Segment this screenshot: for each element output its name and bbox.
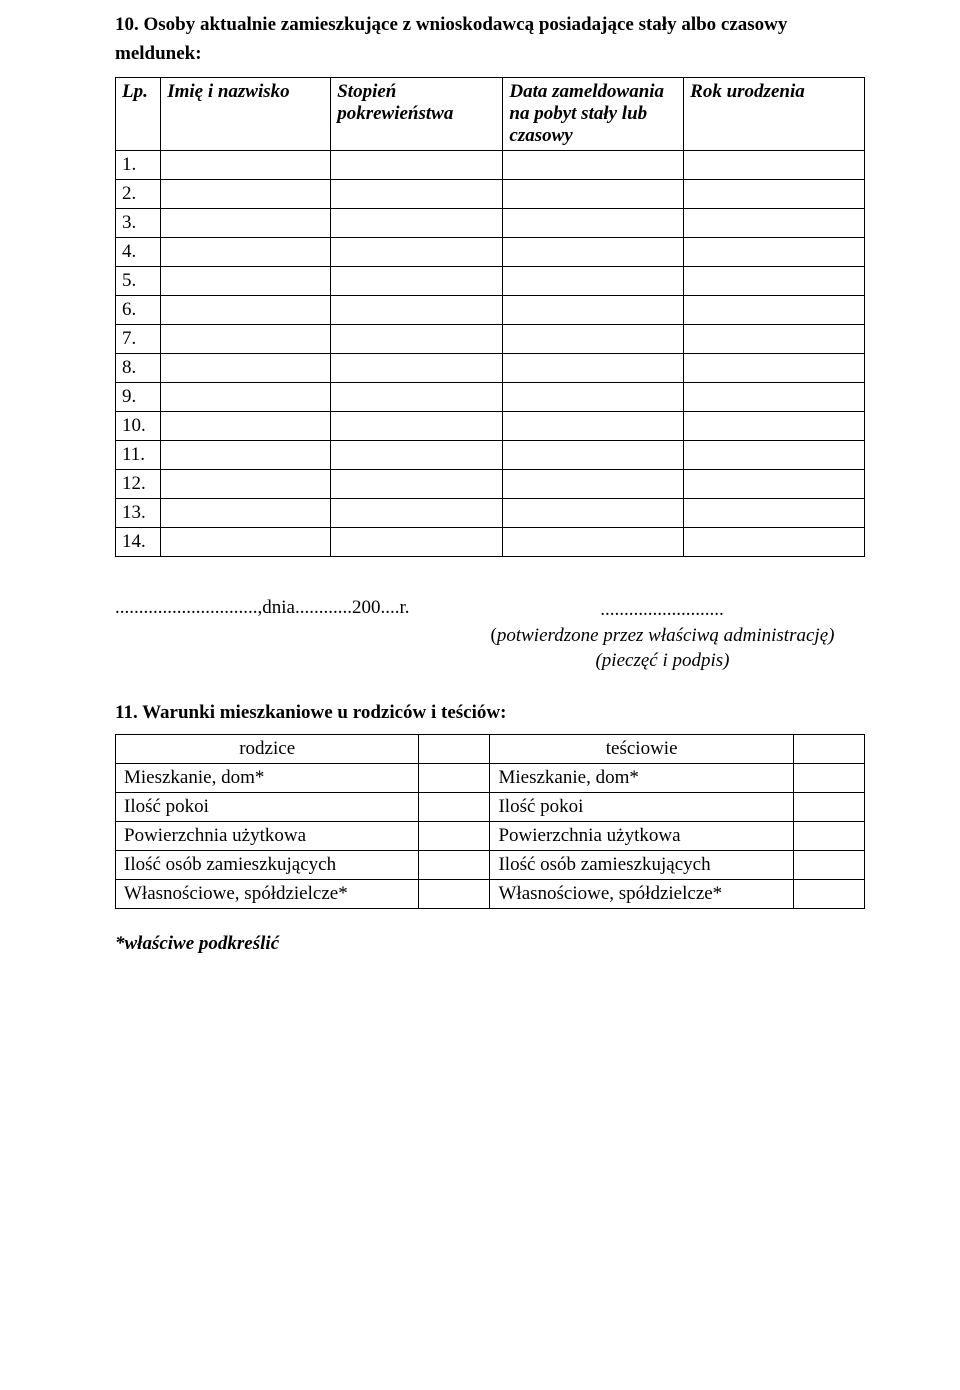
cell-lp: 5. bbox=[116, 266, 161, 295]
cell-lp: 6. bbox=[116, 295, 161, 324]
value-persons-inlaws[interactable] bbox=[793, 850, 864, 879]
table-row: Własnościowe, spółdzielcze* Własnościowe… bbox=[116, 879, 865, 908]
table-row: 13. bbox=[116, 498, 865, 527]
residents-table: Lp. Imię i nazwisko Stopień pokrewieństw… bbox=[115, 77, 865, 557]
cell-lp: 13. bbox=[116, 498, 161, 527]
label-ownership-inlaws: Własnościowe, spółdzielcze* bbox=[490, 879, 793, 908]
value-ownership-inlaws[interactable] bbox=[793, 879, 864, 908]
header-parents: rodzice bbox=[116, 734, 419, 763]
value-rooms-parents[interactable] bbox=[419, 792, 490, 821]
confirmation-line-2: (pieczęć i podpis) bbox=[595, 650, 729, 671]
value-rooms-inlaws[interactable] bbox=[793, 792, 864, 821]
value-area-parents[interactable] bbox=[419, 821, 490, 850]
table-header-row: Lp. Imię i nazwisko Stopień pokrewieństw… bbox=[116, 77, 865, 150]
label-area-inlaws: Powierzchnia użytkowa bbox=[490, 821, 793, 850]
section-11-heading: 11. Warunki mieszkaniowe u rodziców i te… bbox=[115, 702, 865, 724]
housing-table: rodzice teściowie Mieszkanie, dom* Miesz… bbox=[115, 734, 865, 909]
value-ownership-parents[interactable] bbox=[419, 879, 490, 908]
table-row: 7. bbox=[116, 324, 865, 353]
cell-relation[interactable] bbox=[331, 150, 503, 179]
table-row: 11. bbox=[116, 440, 865, 469]
confirmation-block: .......................... ((potwierdzon… bbox=[460, 597, 865, 674]
page-container: 10. Osoby aktualnie zamieszkujące z wnio… bbox=[0, 0, 960, 1014]
header-inlaws-value bbox=[793, 734, 864, 763]
cell-lp: 12. bbox=[116, 469, 161, 498]
table-row: 9. bbox=[116, 382, 865, 411]
table-row: Ilość osób zamieszkujących Ilość osób za… bbox=[116, 850, 865, 879]
header-lp: Lp. bbox=[116, 77, 161, 150]
label-dwelling-parents: Mieszkanie, dom* bbox=[116, 763, 419, 792]
cell-lp: 14. bbox=[116, 527, 161, 556]
label-rooms-parents: Ilość pokoi bbox=[116, 792, 419, 821]
value-persons-parents[interactable] bbox=[419, 850, 490, 879]
table-row: 5. bbox=[116, 266, 865, 295]
header-name: Imię i nazwisko bbox=[161, 77, 331, 150]
table-row: rodzice teściowie bbox=[116, 734, 865, 763]
cell-lp: 2. bbox=[116, 179, 161, 208]
label-dwelling-inlaws: Mieszkanie, dom* bbox=[490, 763, 793, 792]
date-line[interactable]: ..............................,dnia.....… bbox=[115, 597, 460, 674]
label-persons-inlaws: Ilość osób zamieszkujących bbox=[490, 850, 793, 879]
table-row: 10. bbox=[116, 411, 865, 440]
label-area-parents: Powierzchnia użytkowa bbox=[116, 821, 419, 850]
table-row: 1. bbox=[116, 150, 865, 179]
label-rooms-inlaws: Ilość pokoi bbox=[490, 792, 793, 821]
date-confirm-row: ..............................,dnia.....… bbox=[115, 597, 865, 674]
table-row: 14. bbox=[116, 527, 865, 556]
confirmation-dots: .......................... bbox=[601, 599, 725, 620]
cell-lp: 3. bbox=[116, 208, 161, 237]
table-row: Powierzchnia użytkowa Powierzchnia użytk… bbox=[116, 821, 865, 850]
header-relation: Stopień pokrewieństwa bbox=[331, 77, 503, 150]
cell-lp: 8. bbox=[116, 353, 161, 382]
table-row: 6. bbox=[116, 295, 865, 324]
table-row: Mieszkanie, dom* Mieszkanie, dom* bbox=[116, 763, 865, 792]
cell-name[interactable] bbox=[161, 150, 331, 179]
section-10-heading: 10. Osoby aktualnie zamieszkujące z wnio… bbox=[115, 10, 865, 69]
cell-lp: 11. bbox=[116, 440, 161, 469]
label-ownership-parents: Własnościowe, spółdzielcze* bbox=[116, 879, 419, 908]
cell-reg-date[interactable] bbox=[503, 150, 684, 179]
value-area-inlaws[interactable] bbox=[793, 821, 864, 850]
cell-lp: 10. bbox=[116, 411, 161, 440]
footnote: *właściwe podkreślić bbox=[115, 933, 865, 955]
header-parents-value bbox=[419, 734, 490, 763]
cell-lp: 1. bbox=[116, 150, 161, 179]
table-row: 8. bbox=[116, 353, 865, 382]
label-persons-parents: Ilość osób zamieszkujących bbox=[116, 850, 419, 879]
table-row: 12. bbox=[116, 469, 865, 498]
cell-lp: 4. bbox=[116, 237, 161, 266]
cell-lp: 9. bbox=[116, 382, 161, 411]
cell-lp: 7. bbox=[116, 324, 161, 353]
table-row: 4. bbox=[116, 237, 865, 266]
table-row: 3. bbox=[116, 208, 865, 237]
header-reg-date: Data zameldowania na pobyt stały lub cza… bbox=[503, 77, 684, 150]
header-inlaws: teściowie bbox=[490, 734, 793, 763]
value-dwelling-parents[interactable] bbox=[419, 763, 490, 792]
value-dwelling-inlaws[interactable] bbox=[793, 763, 864, 792]
cell-birth-year[interactable] bbox=[684, 150, 865, 179]
header-birth-year: Rok urodzenia bbox=[684, 77, 865, 150]
table-row: Ilość pokoi Ilość pokoi bbox=[116, 792, 865, 821]
table-row: 2. bbox=[116, 179, 865, 208]
